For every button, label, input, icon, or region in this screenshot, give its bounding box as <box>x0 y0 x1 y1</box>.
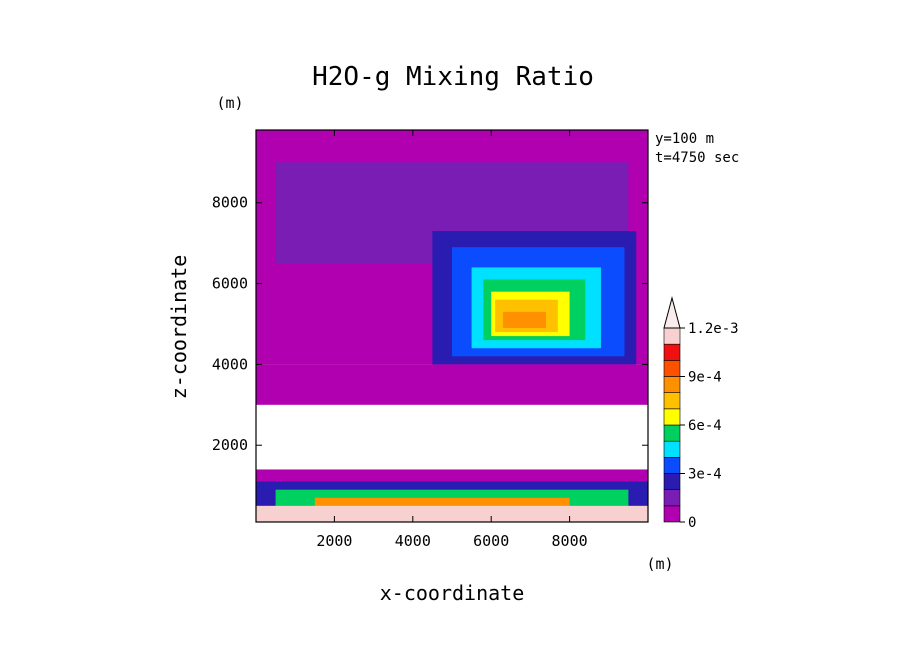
y-axis-label: z-coordinate <box>167 255 191 400</box>
colorbar-segment-7 <box>663 392 681 410</box>
colorbar-label-4: 1.2e-3 <box>688 321 739 337</box>
y-tick-label-0: 2000 <box>212 436 248 454</box>
contour-region-8 <box>502 311 547 329</box>
colorbar-extend-arrow <box>663 296 681 329</box>
colorbar-segment-3 <box>663 457 681 474</box>
colorbar: 0 3e-4 6e-4 9e-4 1.2e-3 <box>663 296 739 531</box>
x-axis-label: x-coordinate <box>380 581 525 605</box>
colorbar-segment-5 <box>663 424 681 442</box>
contour-region-9 <box>256 364 648 405</box>
x-tick-label-3: 8000 <box>552 532 588 550</box>
annotation-y: y=100 m <box>655 131 714 147</box>
annotation-t: t=4750 sec <box>655 150 739 166</box>
colorbar-label-2: 6e-4 <box>688 418 722 434</box>
colorbar-segment-11 <box>663 327 681 345</box>
colorbar-segment-0 <box>663 505 681 523</box>
chart-title: H2O-g Mixing Ratio <box>312 62 594 92</box>
colorbar-label-3: 9e-4 <box>688 370 722 386</box>
y-tick-label-3: 8000 <box>212 194 248 212</box>
x-tick-label-1: 4000 <box>395 532 431 550</box>
colorbar-segment-8 <box>663 376 681 393</box>
colorbar-segment-9 <box>663 360 681 377</box>
x-tick-label-0: 2000 <box>316 532 352 550</box>
colorbar-segment-2 <box>663 473 681 490</box>
colorbar-segment-6 <box>663 408 681 426</box>
plot-area <box>255 129 649 523</box>
axis-ticks: 2000 4000 6000 8000 2000 4000 6000 8000 <box>212 130 648 550</box>
contour-region-14 <box>256 505 648 522</box>
colorbar-label-1: 3e-4 <box>688 467 722 483</box>
colorbar-segment-1 <box>663 489 681 507</box>
y-tick-label-2: 6000 <box>212 275 248 293</box>
y-tick-label-1: 4000 <box>212 355 248 373</box>
plot-frame <box>255 129 649 523</box>
x-unit-label: (m) <box>646 555 673 573</box>
y-unit-label: (m) <box>216 94 243 112</box>
x-tick-label-2: 6000 <box>473 532 509 550</box>
colorbar-segment-4 <box>663 440 681 458</box>
colorbar-segment-10 <box>663 343 681 361</box>
colorbar-label-0: 0 <box>688 515 696 531</box>
